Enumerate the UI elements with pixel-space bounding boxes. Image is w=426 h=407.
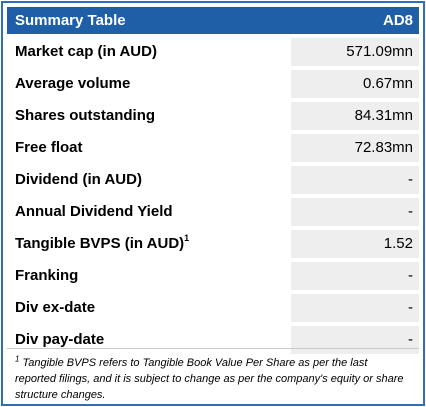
row-value: - <box>408 267 413 284</box>
table-row-market-cap: Market cap (in AUD) 571.09mn <box>7 38 419 66</box>
table-row-free-float: Free float 72.83mn <box>7 134 419 162</box>
row-value-cell: 571.09mn <box>291 38 419 66</box>
table-row-franking: Franking - <box>7 262 419 290</box>
row-value-cell: 1.52 <box>291 230 419 258</box>
row-value: 0.67mn <box>362 75 413 92</box>
row-value-cell: 84.31mn <box>291 102 419 130</box>
footnote-marker: 1 <box>15 354 20 364</box>
row-value-cell: - <box>291 326 419 354</box>
row-label: Free float <box>15 139 83 156</box>
ticker-label: AD8 <box>382 12 413 29</box>
row-value-cell: 72.83mn <box>291 134 419 162</box>
table-row-div-pay-date: Div pay-date - <box>7 326 419 354</box>
row-label: Shares outstanding <box>15 107 156 124</box>
row-label-with-footnote: Tangible BVPS (in AUD)1 <box>15 233 190 253</box>
footnote-text-block: 1 Tangible BVPS refers to Tangible Book … <box>15 355 411 403</box>
row-value: 1.52 <box>383 235 413 252</box>
row-label: Dividend (in AUD) <box>15 171 142 188</box>
row-value-cell: 0.67mn <box>291 70 419 98</box>
row-label: Market cap (in AUD) <box>15 43 157 60</box>
row-value: - <box>408 171 413 188</box>
table-header: Summary Table AD8 <box>7 7 419 34</box>
row-value: 72.83mn <box>354 139 413 156</box>
row-label: Annual Dividend Yield <box>15 203 173 220</box>
row-value: - <box>408 331 413 348</box>
row-label: Franking <box>15 267 79 284</box>
table-row-shares-outstanding: Shares outstanding 84.31mn <box>7 102 419 130</box>
row-value-cell: - <box>291 262 419 290</box>
row-value-cell: - <box>291 294 419 322</box>
table-row-dividend: Dividend (in AUD) - <box>7 166 419 194</box>
table-row-average-volume: Average volume 0.67mn <box>7 70 419 98</box>
row-label: Div ex-date <box>15 299 96 316</box>
table-title: Summary Table <box>15 12 126 29</box>
row-value: - <box>408 299 413 316</box>
row-label: Div pay-date <box>15 331 105 348</box>
table-row-tangible-bvps: Tangible BVPS (in AUD)1 1.52 <box>7 230 419 258</box>
footnote-text: Tangible BVPS refers to Tangible Book Va… <box>15 357 404 401</box>
row-label: Average volume <box>15 75 131 92</box>
row-value: 84.31mn <box>354 107 413 124</box>
footnote: 1 Tangible BVPS refers to Tangible Book … <box>7 348 419 403</box>
row-label: Tangible BVPS (in AUD) <box>15 235 185 252</box>
row-value: - <box>408 203 413 220</box>
table-row-div-ex-date: Div ex-date - <box>7 294 419 322</box>
row-value-cell: - <box>291 198 419 226</box>
row-value-cell: - <box>291 166 419 194</box>
table-row-annual-dividend-yield: Annual Dividend Yield - <box>7 198 419 226</box>
footnote-marker: 1 <box>184 233 190 243</box>
row-value: 571.09mn <box>346 43 413 60</box>
